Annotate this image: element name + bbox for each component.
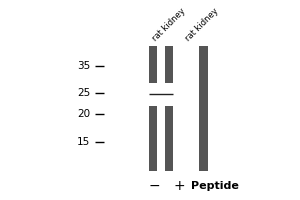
Text: 25: 25: [77, 88, 91, 98]
Bar: [199, 46, 208, 171]
Text: rat kidney: rat kidney: [151, 7, 188, 43]
Bar: [157, 83, 165, 106]
Bar: [165, 46, 173, 83]
Text: 20: 20: [77, 109, 91, 119]
Text: 35: 35: [77, 61, 91, 71]
Text: 15: 15: [77, 137, 91, 147]
Bar: [165, 106, 173, 171]
Text: −: −: [148, 179, 160, 193]
Text: Peptide: Peptide: [191, 181, 239, 191]
Text: rat kidney: rat kidney: [184, 7, 220, 43]
Text: +: +: [174, 179, 185, 193]
Bar: [149, 46, 157, 83]
Bar: [149, 106, 157, 171]
